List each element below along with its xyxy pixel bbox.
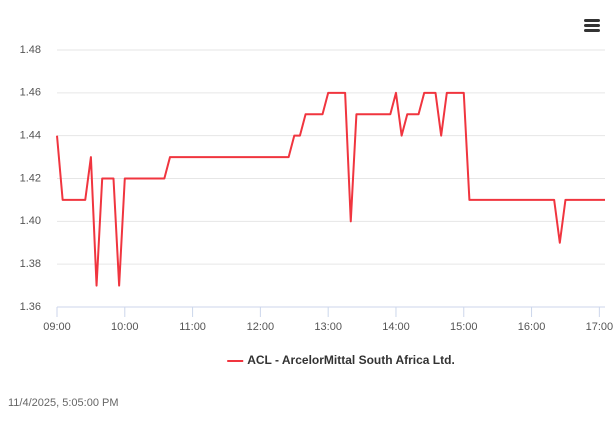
x-tick-label: 13:00 [314, 321, 342, 333]
timestamp: 11/4/2025, 5:05:00 PM [8, 397, 119, 409]
menu-button[interactable] [584, 19, 600, 32]
y-tick-label: 1.42 [20, 172, 41, 184]
x-tick-label: 14:00 [382, 321, 410, 333]
menu-bar [584, 19, 600, 22]
legend-label: ACL - ArcelorMittal South Africa Ltd. [247, 353, 455, 367]
y-tick-label: 1.44 [20, 130, 41, 142]
y-tick-label: 1.36 [20, 301, 41, 313]
menu-bar [584, 29, 600, 32]
y-tick-label: 1.48 [20, 44, 41, 56]
y-tick-label: 1.38 [20, 258, 41, 270]
data-line [56, 91, 605, 287]
x-tick-label: 15:00 [450, 321, 478, 333]
y-tick-label: 1.46 [20, 87, 41, 99]
y-tick-label: 1.40 [20, 215, 41, 227]
menu-bar [584, 24, 600, 27]
x-tick-label: 09:00 [43, 321, 71, 333]
x-tick-label: 11:00 [179, 321, 206, 333]
x-tick-label: 17:00 [586, 321, 614, 333]
x-tick-label: 12:00 [247, 321, 275, 333]
x-tick-label: 10:00 [111, 321, 139, 333]
x-tick-label: 16:00 [518, 321, 546, 333]
